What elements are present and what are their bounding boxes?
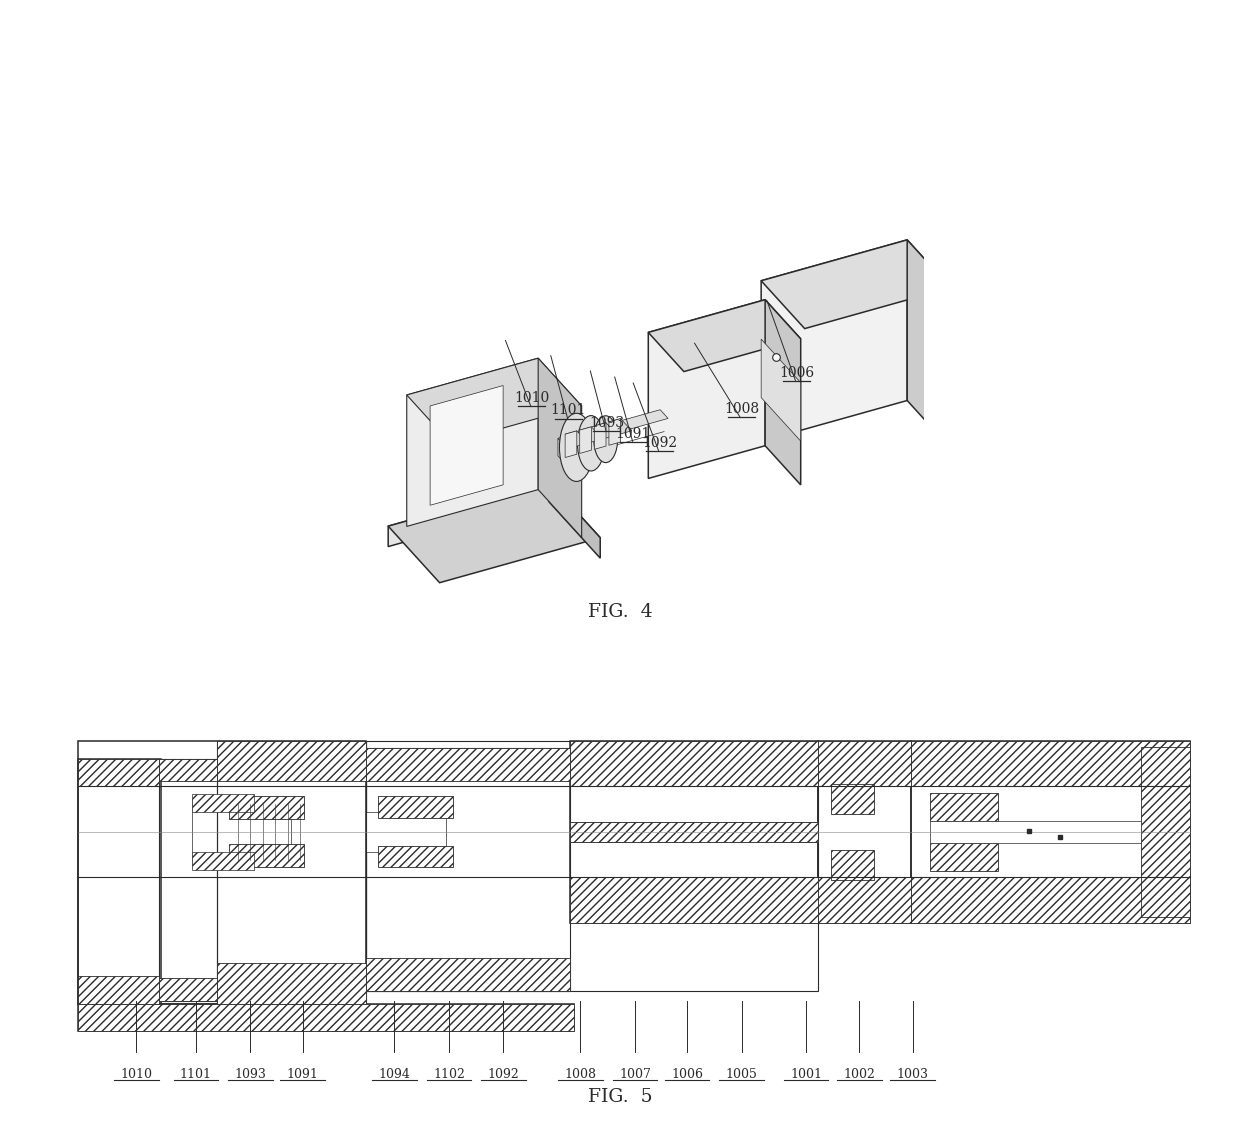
Ellipse shape (594, 416, 618, 463)
Polygon shape (609, 419, 631, 434)
Polygon shape (761, 240, 908, 441)
Bar (831, 850, 874, 879)
Bar (217, 740, 366, 1003)
Polygon shape (765, 300, 801, 484)
Polygon shape (388, 481, 600, 583)
Bar (570, 822, 818, 841)
Bar (78, 740, 366, 1003)
Text: 1102: 1102 (433, 1068, 465, 1080)
Text: 1091: 1091 (616, 427, 651, 441)
Polygon shape (558, 439, 565, 465)
Bar (366, 748, 570, 782)
Bar (378, 846, 453, 867)
Text: 1003: 1003 (897, 1068, 929, 1080)
Bar (930, 843, 998, 870)
Polygon shape (407, 358, 582, 443)
Text: 1007: 1007 (619, 1068, 651, 1080)
Bar (78, 1003, 574, 1031)
Text: FIG.  5: FIG. 5 (588, 1088, 652, 1107)
Text: 1008: 1008 (724, 402, 759, 417)
Text: 1008: 1008 (564, 1068, 596, 1080)
Bar (570, 822, 818, 841)
Text: 1010: 1010 (515, 391, 549, 405)
Text: 1094: 1094 (378, 1068, 410, 1080)
Text: 1093: 1093 (234, 1068, 267, 1080)
Bar (366, 812, 446, 852)
Polygon shape (594, 422, 606, 449)
Bar (570, 740, 818, 786)
Bar (192, 794, 254, 812)
Bar (1141, 747, 1190, 917)
Bar (217, 740, 366, 782)
Polygon shape (761, 339, 801, 441)
Bar (911, 740, 1190, 923)
Bar (78, 759, 161, 1003)
Bar (930, 793, 998, 821)
Polygon shape (565, 430, 588, 447)
Bar (911, 877, 1190, 923)
Bar (78, 1003, 574, 1031)
Polygon shape (580, 427, 603, 442)
Text: 1101: 1101 (180, 1068, 212, 1080)
Polygon shape (609, 419, 620, 445)
Polygon shape (549, 481, 600, 558)
Text: 1006: 1006 (779, 366, 813, 380)
Polygon shape (538, 358, 582, 537)
Bar (217, 963, 366, 1003)
Bar (366, 748, 570, 991)
Text: 1002: 1002 (843, 1068, 875, 1080)
Polygon shape (594, 422, 618, 439)
Text: 1001: 1001 (790, 1068, 822, 1080)
Bar (159, 759, 217, 1001)
Bar (159, 978, 217, 1001)
Text: 1091: 1091 (286, 1068, 319, 1080)
Ellipse shape (578, 416, 605, 471)
Bar (818, 740, 911, 786)
Polygon shape (558, 410, 668, 447)
Bar (78, 759, 159, 786)
Bar (366, 740, 818, 991)
Text: FIG.  4: FIG. 4 (588, 603, 652, 621)
Polygon shape (565, 430, 577, 458)
Ellipse shape (559, 413, 594, 481)
Bar (570, 877, 818, 923)
Text: 1092: 1092 (642, 435, 677, 450)
Polygon shape (580, 427, 591, 453)
Bar (930, 821, 1141, 843)
Bar (229, 797, 304, 820)
Bar (366, 959, 570, 991)
Bar (229, 845, 304, 867)
Text: 1010: 1010 (120, 1068, 153, 1080)
Bar (911, 740, 1190, 786)
Polygon shape (761, 240, 951, 328)
Bar (818, 740, 911, 923)
Bar (159, 759, 217, 782)
Polygon shape (388, 481, 549, 546)
Bar (378, 797, 453, 817)
Polygon shape (908, 240, 951, 449)
Bar (831, 784, 874, 814)
Bar (192, 852, 254, 870)
Bar (818, 877, 911, 923)
Polygon shape (649, 300, 765, 479)
Text: 1005: 1005 (725, 1068, 758, 1080)
Polygon shape (407, 358, 538, 527)
Polygon shape (649, 300, 801, 372)
Bar (78, 976, 159, 1003)
Bar (570, 740, 818, 923)
Text: 1093: 1093 (589, 416, 624, 429)
Text: 1092: 1092 (487, 1068, 520, 1080)
Text: 1006: 1006 (671, 1068, 703, 1080)
Bar (192, 799, 291, 864)
Polygon shape (430, 386, 503, 505)
Text: 1101: 1101 (551, 403, 587, 418)
